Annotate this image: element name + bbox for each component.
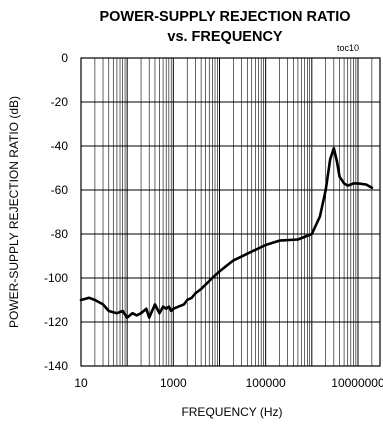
chart-title-line2: vs. FREQUENCY [167, 29, 283, 45]
y-tick-label: 0 [61, 51, 68, 65]
y-tick-label: -140 [44, 359, 68, 373]
y-tick-label: -80 [51, 227, 69, 241]
y-axis-label: POWER-SUPPLY REJECTION RATIO (dB) [7, 96, 21, 328]
chart-note: toc10 [337, 43, 359, 53]
x-tick-label: 10000000 [331, 376, 383, 390]
y-tick-label: -60 [51, 183, 69, 197]
y-tick-label: -20 [51, 95, 69, 109]
x-tick-label: 1000 [160, 376, 187, 390]
chart-title-line1: POWER-SUPPLY REJECTION RATIO [99, 9, 350, 25]
plot-frame [80, 57, 381, 367]
x-tick-label: 10 [74, 376, 88, 390]
x-axis-label: FREQUENCY (Hz) [181, 405, 282, 419]
psrr-series-line [79, 146, 374, 319]
grid [81, 58, 380, 366]
y-tick-label: -100 [44, 271, 68, 285]
x-tick-label: 100000 [246, 376, 286, 390]
y-tick-label: -120 [44, 315, 68, 329]
y-tick-label: -40 [51, 139, 69, 153]
tick-labels: 0 -20 -40 -60 -80 -100 -120 -140 10 1000 100000 100… [44, 51, 383, 390]
